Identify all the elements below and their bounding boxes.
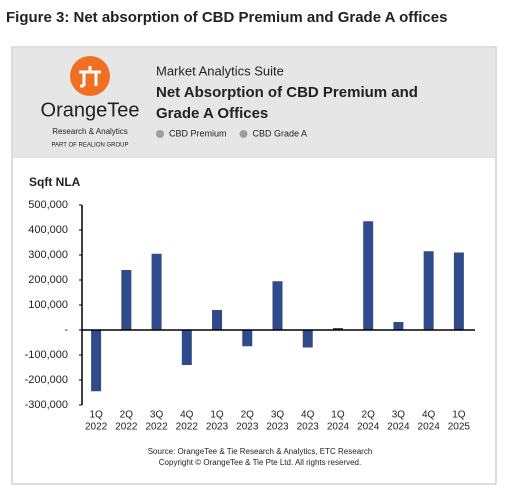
bar xyxy=(121,270,132,330)
bar xyxy=(91,330,102,392)
x-tick-label: 3Q xyxy=(271,410,285,421)
x-tick-label: 2022 xyxy=(145,422,168,433)
y-tick-label: 100,000 xyxy=(28,299,68,311)
bar xyxy=(453,252,464,330)
bar xyxy=(393,322,404,330)
legend-marker xyxy=(156,130,164,138)
x-tick-label: 2023 xyxy=(206,422,229,433)
logo-mark xyxy=(79,66,101,88)
x-tick-label: 2022 xyxy=(176,422,199,433)
bar xyxy=(212,310,223,330)
x-tick-label: 2024 xyxy=(387,422,410,433)
source: Source: OrangeTee & Tie Research & Analy… xyxy=(148,447,373,456)
bar xyxy=(423,251,434,330)
source: Copyright © OrangeTee & Tie Pte Ltd. All… xyxy=(159,458,361,467)
x-tick-label: 2024 xyxy=(357,422,380,433)
x-tick-label: 2022 xyxy=(85,422,108,433)
y-tick-label: -200,000 xyxy=(25,374,68,386)
y-tick-label: 400,000 xyxy=(28,224,68,236)
x-tick-label: 2Q xyxy=(241,410,255,421)
x-tick-label: 2024 xyxy=(418,422,441,433)
brand: OrangeTee xyxy=(41,99,140,121)
x-tick-label: 3Q xyxy=(150,410,164,421)
x-tick-label: 1Q xyxy=(89,410,103,421)
legend-label: CBD Grade A xyxy=(253,128,308,138)
x-tick-label: 2024 xyxy=(327,422,350,433)
bar xyxy=(363,221,374,330)
y-tick-label: -100,000 xyxy=(25,349,68,361)
x-tick-label: 1Q xyxy=(331,410,345,421)
x-tick-label: 4Q xyxy=(301,410,315,421)
y-axis-label: Sqft NLA xyxy=(29,175,81,189)
x-tick-label: 2025 xyxy=(448,422,471,433)
bar xyxy=(272,281,283,330)
figure-caption: Figure 3: Net absorption of CBD Premium … xyxy=(6,9,447,26)
x-tick-label: 2023 xyxy=(297,422,320,433)
x-tick-label: 3Q xyxy=(392,410,406,421)
bar xyxy=(302,330,313,348)
x-tick-label: 4Q xyxy=(180,410,194,421)
legend-label: CBD Premium xyxy=(169,128,227,138)
y-tick-label: 200,000 xyxy=(28,274,68,286)
chart-title: Grade A Offices xyxy=(156,105,268,122)
bar xyxy=(181,330,192,365)
suite: Market Analytics Suite xyxy=(156,63,284,78)
tagline: Research & Analytics xyxy=(52,127,128,136)
y-tick-label: - xyxy=(64,324,68,336)
x-tick-label: 2023 xyxy=(236,422,259,433)
y-tick-label: 500,000 xyxy=(28,199,68,211)
legend-marker xyxy=(239,130,248,138)
x-tick-label: 2Q xyxy=(120,410,134,421)
y-tick-label: -300,000 xyxy=(25,399,68,411)
group: PART OF REALION GROUP xyxy=(51,143,128,149)
chart-title: Net Absorption of CBD Premium and xyxy=(156,84,418,101)
bar xyxy=(242,330,253,347)
x-tick-label: 2Q xyxy=(362,410,376,421)
bar xyxy=(332,328,343,330)
x-tick-label: 2023 xyxy=(266,422,289,433)
x-tick-label: 1Q xyxy=(210,410,224,421)
x-tick-label: 1Q xyxy=(452,410,466,421)
bar xyxy=(151,253,162,330)
x-tick-label: 4Q xyxy=(422,410,436,421)
logo-icon xyxy=(70,56,110,96)
x-tick-label: 2022 xyxy=(115,422,138,433)
y-tick-label: 300,000 xyxy=(28,249,68,261)
